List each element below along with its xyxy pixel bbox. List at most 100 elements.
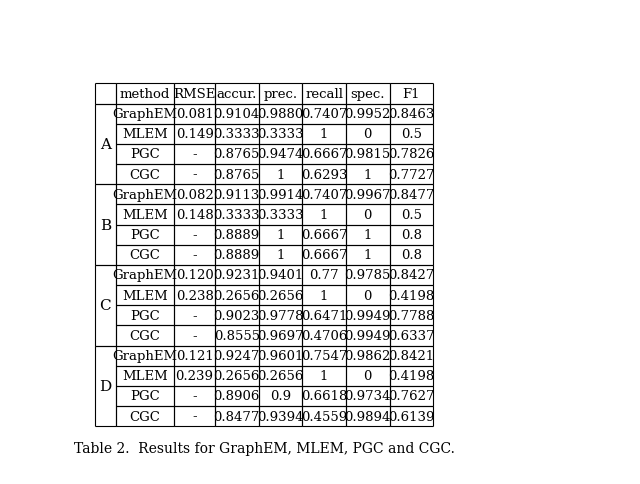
Text: 0.8906: 0.8906 bbox=[214, 390, 260, 403]
Text: 0.9894: 0.9894 bbox=[344, 410, 391, 423]
Text: F1: F1 bbox=[403, 88, 420, 101]
Text: 0.6667: 0.6667 bbox=[301, 228, 348, 242]
Text: 0.6667: 0.6667 bbox=[301, 249, 348, 262]
Text: 0.8427: 0.8427 bbox=[388, 269, 435, 282]
Text: 0.148: 0.148 bbox=[176, 209, 214, 222]
Text: 0.9023: 0.9023 bbox=[214, 309, 260, 322]
Text: 0.7727: 0.7727 bbox=[388, 168, 435, 181]
Text: 0.9: 0.9 bbox=[270, 390, 291, 403]
Text: 0: 0 bbox=[364, 369, 372, 382]
Text: 0.9785: 0.9785 bbox=[344, 269, 391, 282]
Text: 0.5: 0.5 bbox=[401, 209, 422, 222]
Text: 0.7547: 0.7547 bbox=[301, 349, 348, 363]
Text: MLEM: MLEM bbox=[122, 369, 168, 382]
Text: 0.4559: 0.4559 bbox=[301, 410, 347, 423]
Text: 0.8889: 0.8889 bbox=[214, 228, 260, 242]
Text: 0.77: 0.77 bbox=[309, 269, 339, 282]
Text: 0.9815: 0.9815 bbox=[344, 148, 391, 161]
Text: -: - bbox=[192, 148, 197, 161]
Text: C: C bbox=[99, 299, 111, 313]
Text: A: A bbox=[100, 137, 111, 151]
Text: 0.3333: 0.3333 bbox=[257, 128, 304, 141]
Text: -: - bbox=[192, 309, 197, 322]
Text: MLEM: MLEM bbox=[122, 128, 168, 141]
Text: -: - bbox=[192, 410, 197, 423]
Text: 1: 1 bbox=[276, 228, 285, 242]
Text: 0.121: 0.121 bbox=[176, 349, 214, 363]
Text: accur.: accur. bbox=[216, 88, 257, 101]
Text: 1: 1 bbox=[364, 228, 372, 242]
Text: 0.9949: 0.9949 bbox=[344, 309, 391, 322]
Text: 0.9394: 0.9394 bbox=[257, 410, 303, 423]
Text: 0.239: 0.239 bbox=[175, 369, 214, 382]
Text: 0.238: 0.238 bbox=[175, 289, 214, 302]
Text: 0.9778: 0.9778 bbox=[257, 309, 303, 322]
Text: 0.9231: 0.9231 bbox=[214, 269, 260, 282]
Text: GraphEM: GraphEM bbox=[113, 349, 177, 363]
Text: 0.9862: 0.9862 bbox=[344, 349, 391, 363]
Text: CGC: CGC bbox=[129, 329, 161, 342]
Text: 0.8: 0.8 bbox=[401, 249, 422, 262]
Text: GraphEM: GraphEM bbox=[113, 108, 177, 121]
Text: 0: 0 bbox=[364, 209, 372, 222]
Text: MLEM: MLEM bbox=[122, 209, 168, 222]
Text: CGC: CGC bbox=[129, 168, 161, 181]
Text: 0.9401: 0.9401 bbox=[257, 269, 303, 282]
Text: 0.8555: 0.8555 bbox=[214, 329, 260, 342]
Text: 1: 1 bbox=[320, 289, 328, 302]
Text: 0.9914: 0.9914 bbox=[257, 188, 303, 201]
Text: 1: 1 bbox=[364, 249, 372, 262]
Text: 0: 0 bbox=[364, 128, 372, 141]
Text: recall: recall bbox=[305, 88, 343, 101]
Text: 0.3333: 0.3333 bbox=[213, 209, 260, 222]
Text: 0.7788: 0.7788 bbox=[388, 309, 435, 322]
Text: 0.4706: 0.4706 bbox=[301, 329, 348, 342]
Text: 0.9967: 0.9967 bbox=[344, 188, 391, 201]
Text: 0.6667: 0.6667 bbox=[301, 148, 348, 161]
Text: 0.4198: 0.4198 bbox=[388, 369, 435, 382]
Text: PGC: PGC bbox=[130, 148, 160, 161]
Text: 0.8463: 0.8463 bbox=[388, 108, 435, 121]
Text: 0.8889: 0.8889 bbox=[214, 249, 260, 262]
Text: 0.8765: 0.8765 bbox=[214, 148, 260, 161]
Text: 0.9113: 0.9113 bbox=[214, 188, 260, 201]
Text: 0.9601: 0.9601 bbox=[257, 349, 303, 363]
Text: MLEM: MLEM bbox=[122, 289, 168, 302]
Text: 1: 1 bbox=[276, 168, 285, 181]
Text: 1: 1 bbox=[320, 209, 328, 222]
Text: 0.7407: 0.7407 bbox=[301, 108, 348, 121]
Text: 0.6471: 0.6471 bbox=[301, 309, 348, 322]
Text: RMSE: RMSE bbox=[173, 88, 216, 101]
Text: 0.7407: 0.7407 bbox=[301, 188, 348, 201]
Text: spec.: spec. bbox=[351, 88, 385, 101]
Text: 0.7826: 0.7826 bbox=[388, 148, 435, 161]
Text: 0.6337: 0.6337 bbox=[388, 329, 435, 342]
Text: PGC: PGC bbox=[130, 390, 160, 403]
Text: -: - bbox=[192, 228, 197, 242]
Text: 1: 1 bbox=[364, 168, 372, 181]
Text: 0.3333: 0.3333 bbox=[257, 209, 304, 222]
Text: 0.9697: 0.9697 bbox=[257, 329, 304, 342]
Text: 0.2656: 0.2656 bbox=[214, 289, 260, 302]
Text: -: - bbox=[192, 390, 197, 403]
Text: 0.9949: 0.9949 bbox=[344, 329, 391, 342]
Text: prec.: prec. bbox=[263, 88, 298, 101]
Text: 0.6139: 0.6139 bbox=[388, 410, 435, 423]
Text: PGC: PGC bbox=[130, 228, 160, 242]
Text: 0.9104: 0.9104 bbox=[214, 108, 260, 121]
Text: D: D bbox=[99, 379, 111, 393]
Text: B: B bbox=[100, 218, 111, 232]
Text: 0.9734: 0.9734 bbox=[344, 390, 391, 403]
Text: -: - bbox=[192, 168, 197, 181]
Text: 0.8477: 0.8477 bbox=[214, 410, 260, 423]
Text: 0.8477: 0.8477 bbox=[388, 188, 435, 201]
Text: CGC: CGC bbox=[129, 410, 161, 423]
Text: 0.8: 0.8 bbox=[401, 228, 422, 242]
Text: 0.6293: 0.6293 bbox=[301, 168, 348, 181]
Text: CGC: CGC bbox=[129, 249, 161, 262]
Text: Table 2.  Results for GraphEM, MLEM, PGC and CGC.: Table 2. Results for GraphEM, MLEM, PGC … bbox=[74, 441, 454, 455]
Text: 0.9247: 0.9247 bbox=[214, 349, 260, 363]
Text: 1: 1 bbox=[320, 128, 328, 141]
Text: 0.2656: 0.2656 bbox=[214, 369, 260, 382]
Text: 0.2656: 0.2656 bbox=[257, 289, 303, 302]
